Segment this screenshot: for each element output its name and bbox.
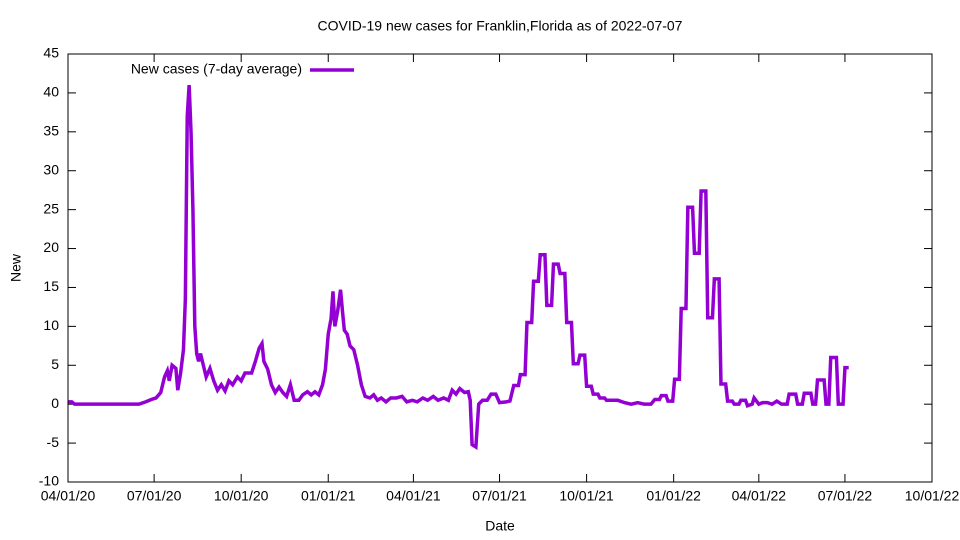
x-tick-label: 10/01/20 bbox=[214, 488, 269, 504]
y-tick-label: 35 bbox=[43, 123, 59, 139]
x-tick-label: 04/01/21 bbox=[386, 488, 441, 504]
x-tick-label: 04/01/22 bbox=[732, 488, 787, 504]
y-tick-label: 30 bbox=[43, 161, 59, 177]
x-tick-label: 10/01/21 bbox=[559, 488, 614, 504]
data-line bbox=[68, 85, 849, 450]
x-tick-label: 07/01/20 bbox=[127, 488, 182, 504]
x-axis-label: Date bbox=[485, 518, 515, 534]
y-tick-label: 40 bbox=[43, 84, 59, 100]
y-tick-label: -5 bbox=[47, 434, 60, 450]
x-tick-label: 10/01/22 bbox=[905, 488, 960, 504]
y-axis-label: New bbox=[8, 253, 24, 282]
legend-label: New cases (7-day average) bbox=[131, 61, 302, 77]
x-tick-label: 07/01/21 bbox=[472, 488, 527, 504]
x-tick-label: 01/01/21 bbox=[301, 488, 356, 504]
y-tick-label: 0 bbox=[51, 395, 59, 411]
y-tick-label: 20 bbox=[43, 239, 59, 255]
y-tick-label: 10 bbox=[43, 317, 59, 333]
x-tick-label: 01/01/22 bbox=[646, 488, 701, 504]
x-tick-label: 07/01/22 bbox=[818, 488, 873, 504]
chart-title: COVID-19 new cases for Franklin,Florida … bbox=[318, 18, 683, 34]
y-tick-label: 45 bbox=[43, 45, 59, 61]
y-tick-label: -10 bbox=[39, 473, 59, 489]
x-tick-label: 04/01/20 bbox=[41, 488, 96, 504]
y-tick-label: 15 bbox=[43, 278, 59, 294]
y-tick-label: 25 bbox=[43, 200, 59, 216]
plot-frame bbox=[67, 53, 933, 483]
y-tick-label: 5 bbox=[51, 356, 59, 372]
